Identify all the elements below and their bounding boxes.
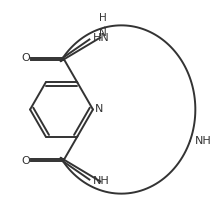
- Text: N: N: [95, 104, 104, 115]
- Text: HN: HN: [92, 34, 109, 43]
- Text: O: O: [21, 156, 30, 166]
- Text: NH: NH: [92, 176, 109, 185]
- Text: O: O: [21, 53, 30, 63]
- Text: N: N: [99, 28, 107, 37]
- Text: NH: NH: [195, 136, 212, 146]
- Text: H: H: [99, 13, 107, 23]
